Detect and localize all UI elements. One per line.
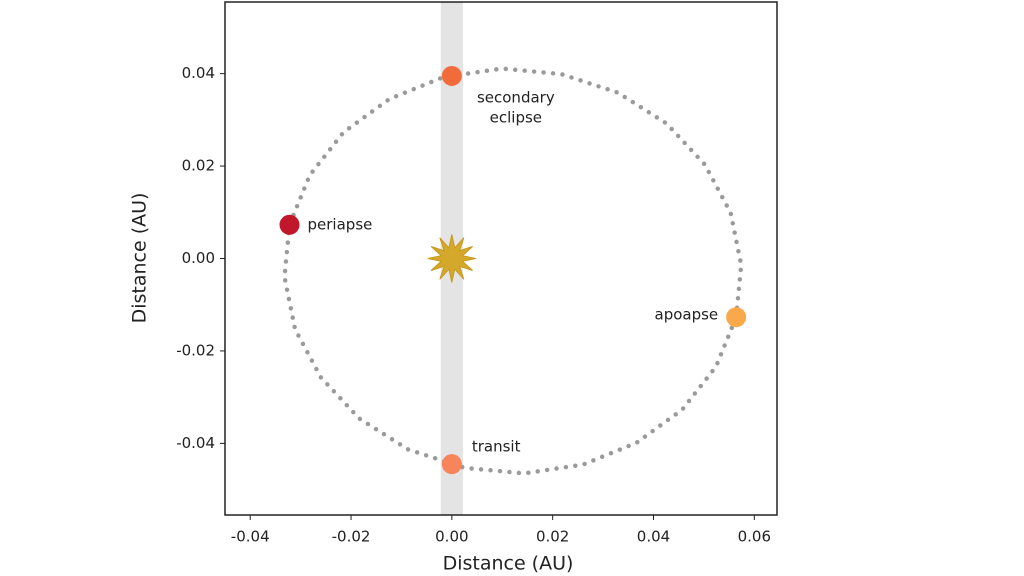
star [427, 234, 476, 283]
x-tick-label: -0.02 [332, 528, 371, 546]
point-label: periapse [308, 215, 373, 233]
y-tick-label: 0.04 [182, 64, 215, 82]
x-tick-label: 0.02 [536, 528, 569, 546]
x-tick-label: 0.00 [435, 528, 468, 546]
x-axis-label: Distance (AU) [443, 553, 574, 575]
orbit-point [441, 65, 462, 86]
y-axis-label: Distance (AU) [129, 193, 151, 324]
orbit-point [279, 214, 300, 235]
point-label: apoapse [655, 306, 719, 324]
point-label: secondary [477, 88, 555, 106]
x-tick-label: 0.06 [738, 528, 771, 546]
y-tick-label: 0.00 [182, 249, 215, 267]
y-tick-label: -0.02 [176, 341, 215, 359]
y-tick-label: 0.02 [182, 157, 215, 175]
orbit-point [441, 454, 462, 475]
y-tick-label: -0.04 [176, 434, 215, 452]
point-label: eclipse [490, 108, 542, 126]
x-tick-label: -0.04 [231, 528, 270, 546]
orbit [282, 66, 744, 476]
orbit-point [726, 307, 747, 328]
x-tick-label: 0.04 [637, 528, 670, 546]
point-label: transit [472, 438, 521, 456]
